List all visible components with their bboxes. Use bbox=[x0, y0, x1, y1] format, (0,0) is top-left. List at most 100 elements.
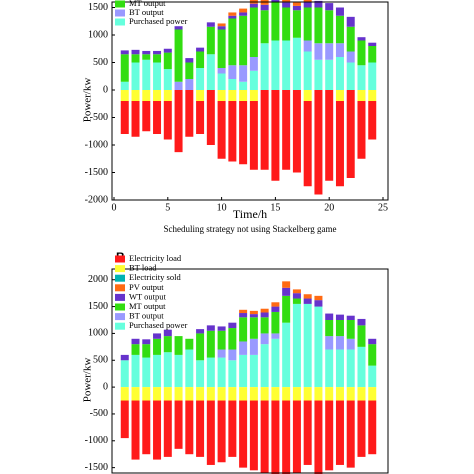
bar-segment bbox=[185, 349, 194, 388]
bar-segment bbox=[239, 65, 248, 82]
bar-segment bbox=[346, 387, 355, 401]
bar-segment bbox=[335, 320, 344, 337]
bar-segment bbox=[196, 333, 205, 361]
bar-segment bbox=[325, 349, 334, 388]
bar-segment bbox=[196, 329, 205, 334]
bar-segment bbox=[346, 320, 355, 339]
bar-segment bbox=[228, 322, 237, 329]
bar-segment bbox=[163, 352, 172, 388]
y-tick-label: 2000 bbox=[88, 274, 108, 285]
y-tick-label: -2000 bbox=[85, 194, 108, 205]
bar-segment bbox=[153, 101, 162, 134]
bar-segment bbox=[357, 325, 366, 347]
bar-segment bbox=[196, 101, 205, 134]
y-tick-label: 1000 bbox=[88, 29, 108, 40]
bar-segment bbox=[260, 312, 269, 318]
bar-segment bbox=[260, 344, 269, 388]
bar-segment bbox=[292, 289, 301, 294]
bar-segment bbox=[228, 12, 237, 16]
bar-segment bbox=[335, 101, 344, 187]
legend-label: Purchased power bbox=[129, 320, 187, 330]
bar-segment bbox=[303, 90, 312, 101]
bar-segment bbox=[217, 23, 226, 27]
bar-segment bbox=[282, 7, 291, 41]
bar-segment bbox=[292, 303, 301, 388]
bar-segment bbox=[292, 37, 301, 90]
bar-segment bbox=[153, 54, 162, 63]
bar-segment bbox=[335, 15, 344, 44]
bar-segment bbox=[196, 400, 205, 457]
bar-segment bbox=[325, 320, 334, 337]
bar-segment bbox=[142, 54, 151, 60]
bar-segment bbox=[228, 328, 237, 350]
bar-segment bbox=[282, 90, 291, 170]
bar-segment bbox=[368, 338, 377, 345]
legend-label: WT output bbox=[129, 291, 167, 301]
bar-segment bbox=[292, 400, 301, 473]
bar-segment bbox=[368, 344, 377, 366]
bar-segment bbox=[196, 51, 205, 68]
bar-segment bbox=[282, 287, 291, 296]
bar-segment bbox=[368, 46, 377, 63]
bar-segment bbox=[217, 90, 226, 101]
bar-segment bbox=[260, 400, 269, 473]
x-tick-label: 0 bbox=[112, 202, 117, 213]
bar-segment bbox=[368, 101, 377, 140]
bar-segment bbox=[239, 101, 248, 165]
bar-segment bbox=[292, 2, 301, 6]
bar-segment bbox=[206, 357, 215, 388]
bar-segment bbox=[249, 101, 258, 170]
bar-segment bbox=[206, 90, 215, 145]
y-tick-label: -1500 bbox=[85, 462, 108, 473]
bar-segment bbox=[303, 51, 312, 90]
y-tick-label: 1000 bbox=[88, 328, 108, 339]
bar-segment bbox=[357, 346, 366, 388]
bar-segment bbox=[131, 54, 140, 63]
bar-segment bbox=[239, 354, 248, 388]
bar-segment bbox=[314, 295, 323, 301]
x-tick-label: 25 bbox=[378, 202, 388, 213]
bar-segment bbox=[153, 338, 162, 355]
y-tick-label: -500 bbox=[90, 112, 108, 123]
bar-segment bbox=[249, 7, 258, 57]
bar-segment bbox=[185, 400, 194, 455]
bar-segment bbox=[303, 7, 312, 41]
bar-segment bbox=[346, 16, 355, 27]
bar-segment bbox=[217, 330, 226, 350]
bar-segment bbox=[153, 90, 162, 101]
bar-segment bbox=[260, 43, 269, 90]
bar-segment bbox=[206, 26, 215, 55]
legend-label: Electricity load bbox=[129, 253, 182, 263]
bar-segment bbox=[239, 309, 248, 314]
bar-segment bbox=[357, 37, 366, 41]
bar-segment bbox=[142, 59, 151, 90]
bar-segment bbox=[185, 387, 194, 401]
bar-segment bbox=[131, 338, 140, 345]
y-tick-label: -500 bbox=[90, 408, 108, 419]
bar-segment bbox=[260, 90, 269, 170]
bar-segment bbox=[239, 15, 248, 66]
bar-segment bbox=[228, 101, 237, 162]
x-tick-label: 20 bbox=[324, 202, 334, 213]
bar-segment bbox=[185, 338, 194, 350]
legend-label: PV output bbox=[129, 282, 164, 292]
bar-segment bbox=[292, 298, 301, 304]
bar-segment bbox=[131, 90, 140, 101]
bar-segment bbox=[335, 7, 344, 16]
bar-segment bbox=[271, 387, 280, 401]
bar-segment bbox=[335, 387, 344, 401]
bar-segment bbox=[217, 101, 226, 159]
bar-segment bbox=[271, 400, 280, 474]
legend-swatch bbox=[115, 265, 125, 273]
bar-segment bbox=[282, 0, 291, 3]
y-tick-label: -1000 bbox=[85, 139, 108, 150]
bar-segment bbox=[346, 62, 355, 90]
bar-segment bbox=[142, 357, 151, 388]
bar-segment bbox=[325, 336, 334, 350]
y-tick-label: -1000 bbox=[85, 435, 108, 446]
bar-segment bbox=[196, 387, 205, 401]
bar-segment bbox=[368, 400, 377, 455]
bar-segment bbox=[335, 43, 344, 57]
legend-label: MT output bbox=[129, 301, 166, 311]
bar-segment bbox=[163, 48, 172, 53]
